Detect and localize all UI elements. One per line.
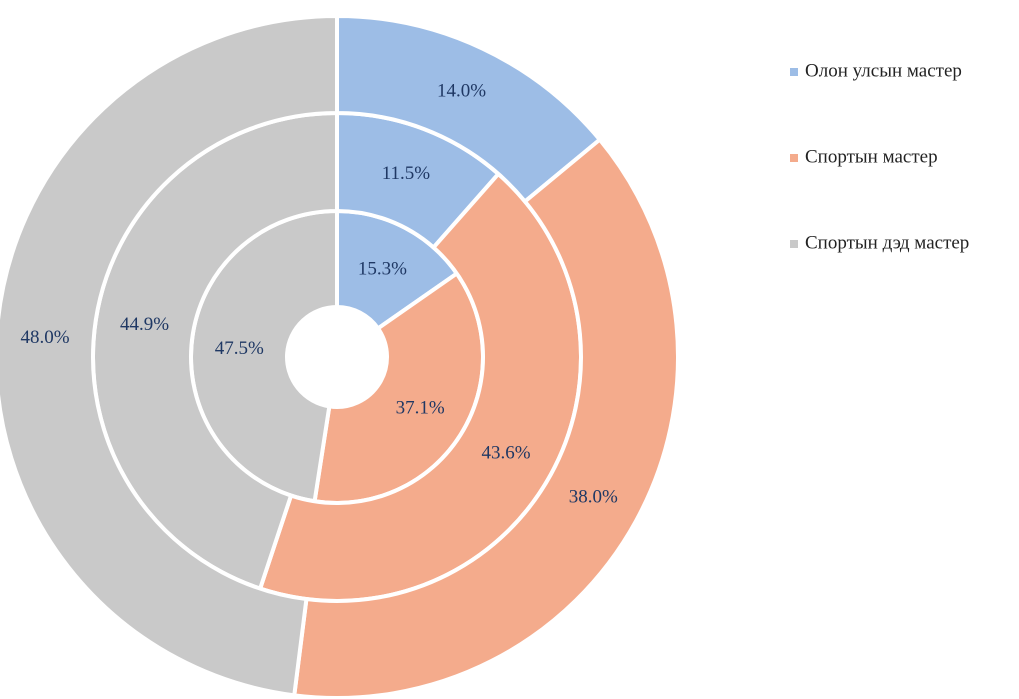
data-label: 44.9% [120,314,169,335]
data-label: 48.0% [21,327,70,348]
legend: Олон улсын мастер Спортын мастер Спортын д… [790,60,969,253]
legend-swatch [790,154,798,162]
data-label: 38.0% [569,486,618,507]
legend-swatch [790,240,798,248]
data-label: 37.1% [396,397,445,418]
data-label: 43.6% [482,443,531,464]
slice [292,136,680,699]
legend-swatch [790,68,798,76]
data-label: 11.5% [382,163,431,184]
legend-label: Спортын дэд мастер [805,232,969,253]
labels: 15.3% 37.1% 47.5% 11.5% 43.6% 44.9% 14.0% 38.0%… [21,81,618,508]
data-label: 14.0% [437,81,486,102]
slice [0,13,339,698]
rings [0,13,680,699]
legend-label: Олон улсын мастер [805,60,962,81]
legend-label: Спортын мастер [805,146,938,167]
data-label: 47.5% [215,338,264,359]
data-label: 15.3% [358,258,407,279]
